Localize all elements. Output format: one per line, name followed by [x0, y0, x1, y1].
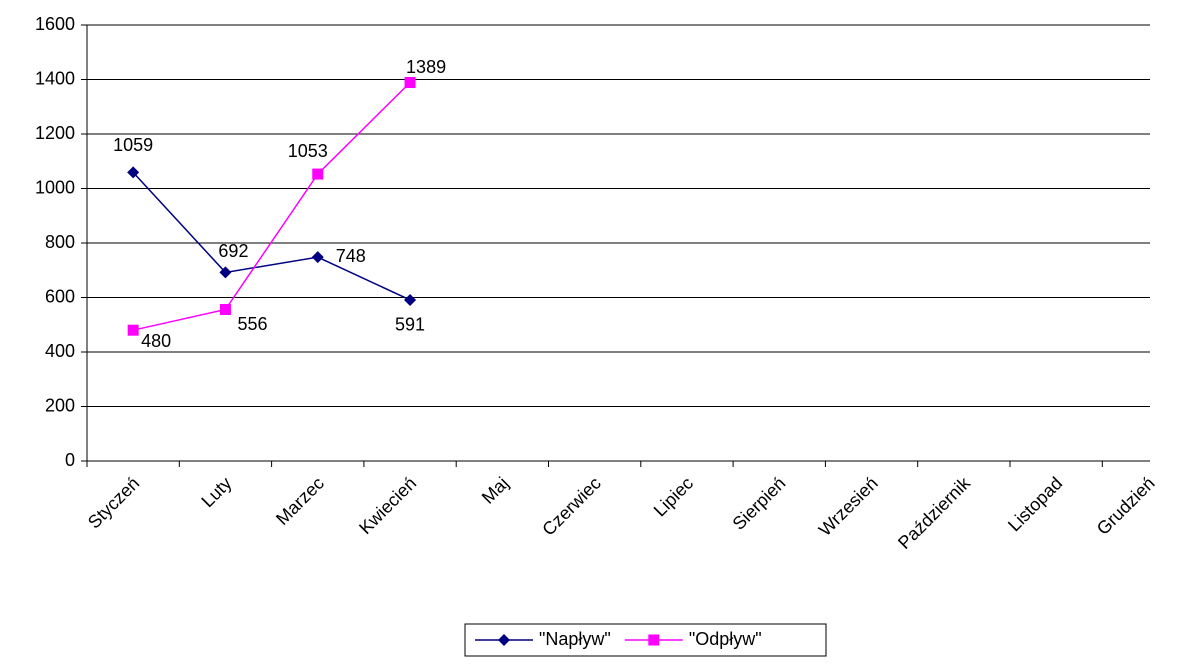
legend-label: "Odpływ" [689, 629, 762, 649]
data-label: 556 [237, 314, 267, 334]
y-tick-label: 1000 [35, 177, 75, 197]
legend: "Napływ" "Odpływ" [464, 623, 827, 657]
legend-marker [648, 634, 660, 646]
x-tick-label: Październik [894, 472, 975, 553]
y-tick-label: 600 [45, 286, 75, 306]
data-label: 1389 [406, 57, 446, 77]
x-tick-label: Listopad [1004, 473, 1066, 535]
data-label: 748 [336, 246, 366, 266]
x-tick-label: Grudzień [1093, 473, 1159, 539]
x-tick-label: Czerwiec [538, 473, 604, 539]
point [404, 293, 417, 306]
data-label: 692 [218, 241, 248, 261]
legend-marker [498, 634, 510, 646]
legend-label: "Napływ" [539, 629, 611, 649]
x-tick-label: Maj [478, 473, 513, 508]
x-tick-label: Kwiecień [355, 473, 420, 538]
series-line [132, 171, 411, 301]
data-label: 480 [141, 331, 171, 351]
data-label: 1053 [288, 141, 328, 161]
x-tick-label: Luty [197, 473, 235, 511]
series-line [132, 81, 411, 331]
y-tick-label: 1600 [35, 14, 75, 34]
point [311, 251, 324, 264]
x-tick-label: Wrzesień [815, 473, 882, 540]
x-tick-label: Sierpień [729, 473, 790, 534]
x-tick-label: Marzec [272, 473, 328, 529]
data-label: 591 [395, 315, 425, 335]
y-tick-label: 1400 [35, 68, 75, 88]
point [219, 266, 232, 279]
y-tick-label: 800 [45, 232, 75, 252]
x-tick-label: Lipiec [650, 473, 697, 520]
y-tick-label: 1200 [35, 123, 75, 143]
point [219, 303, 231, 315]
y-tick-label: 0 [65, 450, 75, 470]
y-tick-label: 400 [45, 341, 75, 361]
x-tick-label: Styczeń [84, 473, 143, 532]
point [404, 76, 416, 88]
point [127, 166, 140, 179]
point [312, 168, 324, 180]
point [127, 324, 139, 336]
y-tick-label: 200 [45, 395, 75, 415]
data-label: 1059 [113, 135, 153, 155]
